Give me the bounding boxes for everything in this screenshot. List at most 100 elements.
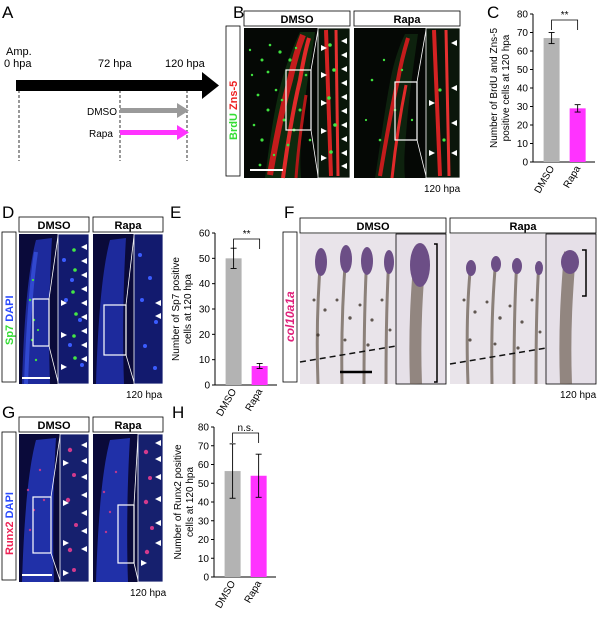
panel-f-rapa-header: Rapa	[510, 221, 538, 233]
y-tick-label: 50	[517, 65, 529, 76]
panel-d: D Sp7 DAPI DMSO Rapa	[1, 203, 164, 401]
y-tick-label: 40	[199, 279, 211, 290]
significance-bracket	[233, 238, 261, 249]
category-label: DMSO	[214, 579, 239, 611]
timeline-bar	[16, 80, 204, 91]
stain-label-zns5: Zns-5	[228, 81, 240, 110]
panel-letter-e: E	[170, 203, 181, 222]
panel-f-timepoint: 120 hpa	[560, 390, 597, 401]
y-tick-label: 20	[517, 121, 529, 132]
chart-e: E 0 10 20 30 40 50 60 Number of Sp7 positive cell…	[170, 203, 277, 418]
panel-d-dmso-header: DMSO	[38, 220, 71, 232]
panel-f: F col10a1a DMSO Rapa	[282, 203, 597, 401]
y-tick-label: 70	[517, 28, 529, 39]
panel-g-dmso-header: DMSO	[38, 420, 71, 432]
panel-d-dmso-image	[19, 233, 90, 385]
panel-letter-a: A	[2, 3, 14, 22]
panel-g-dmso-image	[19, 433, 90, 583]
y-tick-label: 50	[198, 479, 210, 490]
bar-rapa	[250, 475, 267, 577]
panel-b: B BrdU Zns-5 DMSO Rapa	[225, 3, 461, 195]
panel-letter-g: G	[2, 403, 15, 422]
category-label: DMSO	[533, 164, 558, 196]
stain-label-dapi-g: DAPI	[4, 492, 16, 518]
panel-f-rapa-image	[449, 233, 597, 385]
y-axis-label-line2: cells at 120 hpa	[183, 274, 194, 344]
svg-text:BrdU Zns-5: BrdU Zns-5	[228, 81, 240, 140]
significance-label: **	[561, 10, 569, 21]
y-tick-label: 80	[198, 423, 210, 434]
significance-bracket	[232, 432, 260, 443]
y-tick-label: 40	[517, 84, 529, 95]
panel-d-timepoint: 120 hpa	[126, 390, 163, 401]
panel-d-rapa-header: Rapa	[115, 220, 143, 232]
panel-g: G Runx2 DAPI DMSO Rapa	[1, 403, 167, 599]
panel-b-rapa-header: Rapa	[394, 14, 422, 26]
y-tick-label: 10	[198, 554, 210, 565]
y-tick-label: 0	[204, 381, 210, 392]
y-axis-label-line2: positive cells at 120 hpa	[501, 34, 512, 141]
y-axis-label-line1: Number of BrdU and Zns-5	[489, 28, 500, 148]
t72-label: 72 hpa	[98, 58, 133, 70]
panel-letter-h: H	[172, 403, 184, 422]
stain-label-sp7: Sp7	[4, 325, 16, 345]
category-label: Rapa	[243, 579, 265, 606]
y-tick-label: 60	[198, 460, 210, 471]
svg-text:Sp7 DAPI: Sp7 DAPI	[4, 295, 16, 345]
dmso-treatment-arrowhead	[177, 103, 189, 118]
significance-label: n.s.	[238, 423, 254, 434]
panel-letter-c: C	[487, 3, 499, 22]
t0-label: 0 hpa	[4, 58, 32, 70]
y-tick-label: 0	[522, 158, 528, 169]
y-tick-label: 60	[199, 229, 211, 240]
y-tick-label: 30	[199, 305, 211, 316]
panel-g-timepoint: 120 hpa	[130, 588, 167, 599]
y-axis-label-line1: Number of Sp7 positive	[171, 257, 182, 361]
chart-h: H 0 10 20 30 40 50 60 70 80 Number of Runx2 positi…	[172, 403, 276, 610]
y-tick-label: 20	[199, 330, 211, 341]
rapa-treatment-bar	[120, 130, 178, 135]
y-tick-label: 30	[517, 102, 529, 113]
panel-b-timepoint: 120 hpa	[424, 184, 461, 195]
category-label: Rapa	[562, 164, 584, 191]
panel-g-rapa-header: Rapa	[115, 420, 143, 432]
bar-rapa	[251, 366, 268, 385]
rapa-treatment-arrowhead	[177, 125, 189, 140]
panel-letter-f: F	[284, 203, 294, 222]
svg-text:Runx2 DAPI: Runx2 DAPI	[4, 492, 16, 555]
stain-label-dapi-d: DAPI	[4, 295, 16, 321]
amp-label: Amp.	[6, 46, 32, 58]
category-label: DMSO	[215, 387, 240, 419]
panel-letter-d: D	[2, 203, 14, 222]
category-label: Rapa	[244, 387, 266, 414]
y-tick-label: 0	[203, 573, 209, 584]
bar-dmso	[543, 38, 560, 162]
gene-label-col10a1a: col10a1a	[283, 291, 297, 342]
bar-rapa	[569, 108, 586, 162]
panel-b-dmso-image	[244, 27, 351, 179]
t120-label: 120 hpa	[165, 58, 206, 70]
y-axis-label-line2: cells at 120 hpa	[185, 467, 196, 537]
significance-bracket	[551, 19, 579, 30]
panel-d-rapa-image	[93, 233, 164, 385]
y-tick-label: 80	[517, 10, 529, 21]
rapa-treatment-label: Rapa	[89, 129, 113, 140]
significance-label: **	[243, 229, 251, 240]
y-tick-label: 30	[198, 516, 210, 527]
stain-label-brdu: BrdU	[228, 113, 240, 140]
chart-c: C 0 10 20 30 40 50 60 70 80 Number of BrdU and Zns…	[487, 3, 595, 195]
panel-b-rapa-image	[354, 27, 461, 179]
dmso-treatment-label: DMSO	[87, 107, 117, 118]
timeline-arrowhead	[202, 72, 219, 99]
dmso-treatment-bar	[120, 108, 178, 113]
y-tick-label: 40	[198, 498, 210, 509]
panel-f-dmso-header: DMSO	[357, 221, 390, 233]
y-tick-label: 10	[517, 139, 529, 150]
panel-f-dmso-image	[299, 233, 447, 385]
panel-letter-b: B	[233, 3, 244, 22]
y-tick-label: 60	[517, 47, 529, 58]
bar-dmso	[225, 258, 242, 385]
bar-dmso	[224, 471, 241, 577]
panel-a: A Amp. 0 hpa 72 hpa 120 hpa DMSO Rapa	[2, 3, 219, 161]
y-tick-label: 20	[198, 535, 210, 546]
